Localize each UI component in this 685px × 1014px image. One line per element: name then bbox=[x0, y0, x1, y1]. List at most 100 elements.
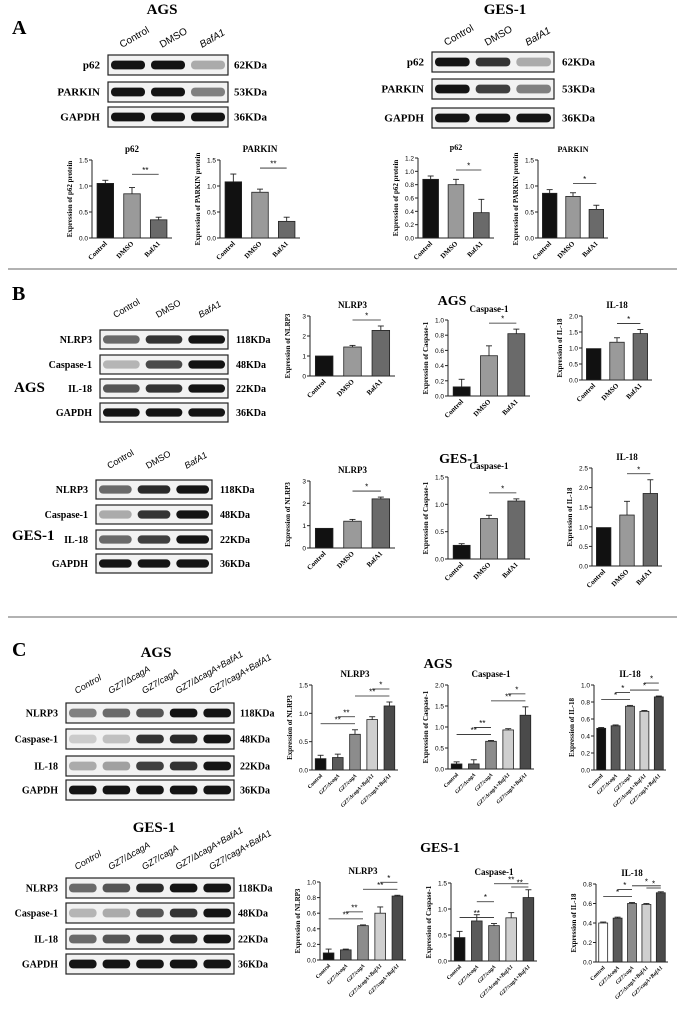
bar bbox=[343, 520, 362, 549]
y-tick-label: 0.4 bbox=[435, 363, 444, 370]
blot-size-label: 36KDa bbox=[562, 113, 596, 125]
y-tick-label: 0.5 bbox=[299, 739, 308, 746]
blot-band bbox=[516, 57, 551, 67]
y-tick-label: 0.8 bbox=[307, 895, 316, 902]
y-axis-label: Expression of NLRP3 bbox=[284, 482, 292, 547]
x-tick-label: DMSO bbox=[115, 239, 136, 260]
blot-band bbox=[169, 934, 198, 944]
significance-label: * bbox=[501, 315, 504, 324]
y-axis-label: Expression of Caspase-1 bbox=[422, 321, 430, 394]
bar bbox=[619, 514, 635, 567]
blot-lane-label: Control bbox=[73, 848, 104, 872]
y-tick-label: 2 bbox=[302, 501, 306, 508]
significance-label: * bbox=[484, 893, 487, 902]
bar-chart-c-ags-il18: IL-18 0.0 0.2 0.4 0.6 0.8 1.0 Expression of IL-… bbox=[568, 669, 666, 809]
x-tick-label: Control bbox=[575, 382, 597, 404]
chart-title: PARKIN bbox=[558, 145, 589, 154]
blot-band bbox=[176, 510, 209, 519]
blot-band bbox=[111, 60, 145, 70]
bar bbox=[371, 498, 391, 549]
bar-chart-a-ges1-p62: p62 0.0 0.2 0.4 0.6 0.8 1.0 1.2 Expression of p6… bbox=[392, 143, 494, 262]
blot-band bbox=[145, 384, 183, 393]
chart-title: Caspase-1 bbox=[469, 304, 509, 314]
y-tick-label: 2.0 bbox=[435, 683, 444, 690]
y-tick-label: 0.8 bbox=[581, 700, 590, 707]
blot-size-label: 118KDa bbox=[240, 709, 274, 720]
y-tick-label: 1.0 bbox=[435, 725, 444, 732]
panel-b-ges1-chart-title: GES-1 bbox=[439, 452, 479, 467]
blot-band bbox=[136, 908, 164, 918]
significance-label: ** bbox=[343, 708, 349, 717]
blot-band bbox=[516, 84, 551, 94]
x-tick-label: Control bbox=[306, 378, 328, 400]
y-tick-label: 1.0 bbox=[405, 169, 414, 176]
blot-size-label: 48KDa bbox=[238, 909, 268, 920]
x-tick-label: Control bbox=[531, 240, 553, 262]
chart-title: IL-18 bbox=[619, 669, 641, 679]
blot-band bbox=[176, 559, 209, 568]
y-tick-label: 0.5 bbox=[525, 210, 534, 217]
panel-c-ges1-title: GES-1 bbox=[133, 820, 176, 836]
blot-protein-label: IL-18 bbox=[68, 384, 92, 395]
bar bbox=[314, 527, 334, 549]
bar bbox=[627, 903, 637, 963]
bar bbox=[485, 740, 497, 770]
x-tick-label: DMSO bbox=[610, 567, 631, 588]
bar bbox=[542, 192, 558, 239]
blot-protein-label: IL-18 bbox=[34, 935, 58, 946]
y-tick-label: 2.0 bbox=[579, 485, 588, 492]
x-tick-label: GZ7/cagA+BafA1 bbox=[499, 964, 532, 997]
significance-label: ** bbox=[474, 909, 480, 918]
y-tick-label: 1 bbox=[302, 523, 306, 530]
bar bbox=[488, 925, 500, 962]
bar bbox=[519, 714, 532, 770]
x-tick-label: Control bbox=[306, 550, 328, 572]
blot-band bbox=[102, 708, 131, 718]
x-tick-label: DMSO bbox=[335, 377, 356, 398]
blot-protein-label: NLRP3 bbox=[26, 709, 58, 720]
bar bbox=[343, 346, 362, 377]
panel-letter-a: A bbox=[12, 17, 27, 39]
blot-band bbox=[145, 408, 183, 417]
y-tick-label: 1 bbox=[302, 354, 306, 361]
bar-chart-b-ags-nlrp3: NLRP3 0 1 2 3 Expression of NLRP3 Control DMSO B… bbox=[284, 300, 395, 400]
y-tick-label: 0.0 bbox=[569, 378, 578, 385]
bar bbox=[251, 191, 269, 239]
blot-band bbox=[99, 559, 132, 568]
blot-protein-label: Caspase-1 bbox=[15, 735, 58, 746]
x-tick-label: Control bbox=[443, 398, 465, 420]
blot-band bbox=[516, 113, 551, 123]
bar-chart-c-ags-casp1: Caspase-1 0.0 0.5 1.0 1.5 2.0 Expression of Ca… bbox=[422, 669, 534, 808]
blot-band bbox=[475, 84, 511, 94]
chart-title: IL-18 bbox=[621, 868, 643, 878]
bar bbox=[366, 719, 378, 771]
bar bbox=[639, 710, 650, 771]
blot-size-label: 22KDa bbox=[238, 935, 268, 946]
y-axis-label: Expression of Caspase-1 bbox=[422, 690, 430, 763]
blot-size-label: 22KDa bbox=[236, 384, 266, 395]
blot-protein-label: p62 bbox=[83, 60, 101, 72]
y-tick-label: 0.0 bbox=[405, 236, 414, 243]
blot-band bbox=[102, 785, 131, 795]
bar bbox=[224, 181, 242, 239]
blot-band bbox=[188, 360, 225, 369]
bar bbox=[453, 937, 466, 962]
chart-title: Caspase-1 bbox=[471, 669, 511, 679]
blot-protein-label: Caspase-1 bbox=[15, 909, 58, 920]
y-tick-label: 0.2 bbox=[583, 940, 592, 947]
x-tick-label: BafA1 bbox=[466, 239, 485, 258]
blot-band bbox=[136, 708, 164, 718]
blot-band bbox=[103, 408, 140, 417]
significance-label: * bbox=[627, 315, 630, 324]
blot-band bbox=[136, 883, 164, 893]
y-axis-label: Expression of IL-18 bbox=[566, 487, 574, 546]
bar bbox=[502, 729, 514, 770]
bar bbox=[123, 193, 141, 239]
y-axis-label: Expression of IL-18 bbox=[556, 318, 564, 377]
panel-letter-b: B bbox=[12, 283, 25, 305]
blot-band bbox=[176, 485, 209, 494]
x-tick-label: BafA1 bbox=[271, 239, 290, 258]
blot-size-label: 36KDa bbox=[234, 112, 268, 124]
bar bbox=[371, 329, 391, 377]
